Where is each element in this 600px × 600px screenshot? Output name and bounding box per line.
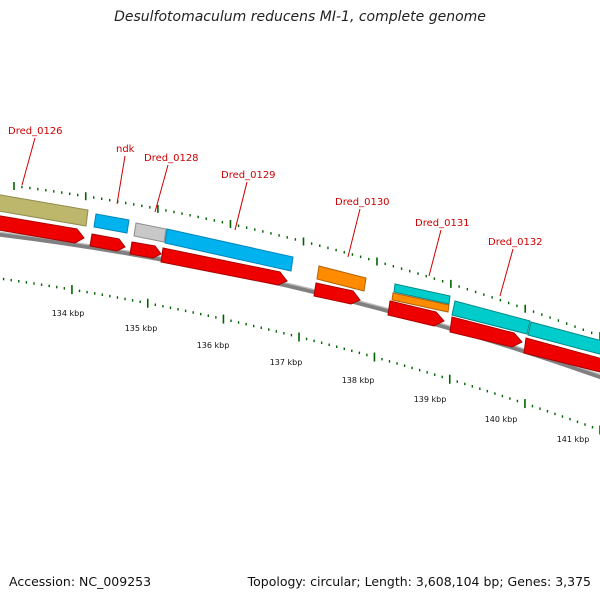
gene-label[interactable]: Dred_0130 [335,197,390,208]
map-title: Desulfotomaculum reducens MI-1, complete… [114,9,486,25]
kbp-label: 134 kbp [52,309,85,318]
gene-label[interactable]: Dred_0131 [415,218,470,229]
cds-arrow-8[interactable] [523,337,600,374]
gene-label[interactable]: ndk [116,144,135,155]
gene-label[interactable]: Dred_0126 [8,126,63,137]
cds-arrow-6[interactable] [387,300,445,327]
gene-label[interactable]: Dred_0132 [488,237,543,248]
feature-dred-0129[interactable] [164,228,294,272]
kbp-label: 137 kbp [270,358,303,367]
gene-leader-line [234,181,248,231]
scale-tick-row [2,277,600,435]
feature-dred-0131-orange[interactable] [391,292,450,313]
kbp-label: 136 kbp [197,341,230,350]
gene-leader-line [116,155,126,205]
upper-tick-row [13,182,600,340]
gene-leader-line [347,208,361,258]
cds-arrow-3[interactable] [129,241,162,259]
cds-arrow-7[interactable] [449,316,523,348]
genome-backbone [0,231,600,380]
feature-dred-0133[interactable] [527,321,600,356]
feature-dred-0126[interactable] [0,194,89,227]
accession-text: Accession: NC_009253 [9,574,152,589]
gene-leader-line [154,164,169,213]
kbp-label: 135 kbp [125,324,158,333]
feature-dred-0130-orange[interactable] [316,265,367,292]
cds-arrow-4[interactable] [160,247,288,286]
kbp-label: 139 kbp [414,395,447,404]
feature-ndk[interactable] [93,213,130,234]
feature-dred-0131-cyan[interactable] [393,283,451,305]
kbp-label: 141 kbp [557,435,590,444]
cds-arrow-5[interactable] [313,282,361,305]
cds-arrow-2[interactable] [89,233,126,252]
topology-summary: Topology: circular; Length: 3,608,104 bp… [247,574,591,589]
cds-ring [0,215,600,374]
feature-ring-outer [0,194,600,356]
feature-dred-0128[interactable] [133,222,167,243]
kbp-labels: 134 kbp 135 kbp 136 kbp 137 kbp 138 kbp 139 k… [52,309,590,444]
gene-label[interactable]: Dred_0128 [144,153,199,164]
gene-leader-line [21,137,36,186]
gene-label[interactable]: Dred_0129 [221,170,276,181]
genome-backbone-highlight [0,231,600,376]
kbp-label: 138 kbp [342,376,375,385]
cds-arrow-1[interactable] [0,215,85,244]
gene-leader-line [499,248,514,297]
gene-leader-line [428,229,442,277]
kbp-label: 140 kbp [485,415,518,424]
feature-dred-0132[interactable] [451,300,531,335]
